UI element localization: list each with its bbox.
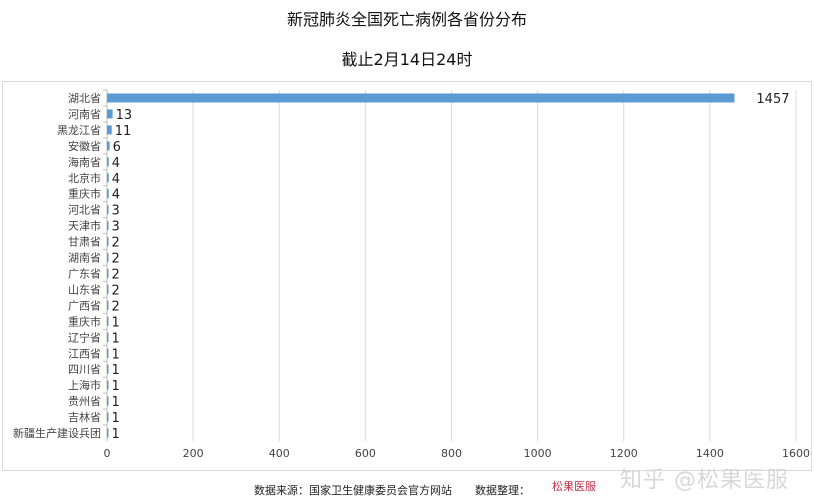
- bar: [107, 93, 735, 103]
- bar: [107, 205, 109, 215]
- y-tick-label: 安徽省: [68, 139, 101, 153]
- data-label: 3: [112, 220, 120, 235]
- data-label: 1: [112, 363, 120, 378]
- x-tick-label: 400: [269, 447, 290, 460]
- x-tick-label: 1200: [610, 447, 638, 460]
- x-tick-label: 1000: [524, 447, 552, 460]
- bar: [107, 189, 109, 199]
- y-tick-label: 海南省: [68, 155, 101, 169]
- bar: [107, 412, 109, 422]
- data-label: 1: [112, 347, 120, 362]
- y-tick-label: 重庆市: [68, 187, 101, 201]
- y-tick-label: 河南省: [68, 108, 101, 121]
- data-label: 3: [112, 204, 120, 219]
- y-tick-label: 四川省: [68, 363, 101, 376]
- data-label: 2: [112, 252, 120, 267]
- bar: [107, 380, 109, 390]
- bar: [107, 157, 109, 167]
- y-tick-label: 广东省: [68, 267, 101, 280]
- y-tick-label: 天津市: [68, 219, 101, 233]
- logo: 松果医服: [552, 480, 596, 493]
- y-tick-label: 新疆生产建设兵团: [13, 426, 101, 440]
- data-label: 2: [112, 267, 120, 282]
- data-source: 数据来源：国家卫生健康委员会官方网站: [254, 484, 452, 497]
- bar: [107, 428, 109, 438]
- y-tick-label: 黑龙江省: [57, 124, 101, 137]
- data-label: 4: [112, 188, 120, 203]
- bar: [107, 348, 109, 358]
- bar: [107, 109, 113, 119]
- y-tick-label: 江西省: [68, 347, 101, 360]
- data-label: 1: [112, 331, 120, 346]
- bar: [107, 364, 109, 374]
- y-tick-label: 贵州省: [68, 395, 101, 408]
- bar: [107, 396, 109, 406]
- data-label: 1: [112, 395, 120, 410]
- y-tick-label: 山东省: [68, 283, 101, 296]
- y-tick-label: 上海市: [68, 378, 101, 392]
- y-tick-label: 北京市: [68, 171, 101, 185]
- y-tick-label: 湖北省: [68, 92, 101, 105]
- data-label: 1457: [756, 92, 789, 107]
- bar: [107, 332, 109, 342]
- data-label: 1: [112, 315, 120, 330]
- data-compiled-label: 数据整理：: [475, 484, 530, 497]
- y-tick-label: 河北省: [68, 204, 101, 217]
- data-label: 2: [112, 299, 120, 314]
- x-tick-label: 0: [104, 447, 111, 460]
- x-tick-label: 1600: [782, 447, 810, 460]
- x-tick-label: 200: [183, 447, 204, 460]
- data-label: 2: [112, 236, 120, 251]
- bar: [107, 253, 109, 263]
- data-label: 4: [112, 156, 120, 171]
- y-tick-label: 广西省: [68, 299, 101, 312]
- chart-subtitle: 截止2月14日24时: [341, 50, 473, 69]
- bar: [107, 268, 109, 278]
- data-label: 11: [115, 124, 132, 139]
- bar: [107, 284, 109, 294]
- x-tick-label: 600: [355, 447, 376, 460]
- bar: [107, 141, 110, 151]
- data-label: 1: [112, 379, 120, 394]
- bar: [107, 300, 109, 310]
- data-label: 13: [116, 108, 133, 123]
- y-tick-label: 甘肃省: [68, 236, 101, 249]
- bar: [107, 125, 112, 135]
- x-tick-label: 1400: [696, 447, 724, 460]
- chart-title: 新冠肺炎全国死亡病例各省份分布: [286, 10, 527, 29]
- bar: [107, 237, 109, 247]
- data-label: 1: [112, 427, 120, 442]
- y-tick-label: 吉林省: [68, 410, 101, 424]
- bar: [107, 316, 109, 326]
- data-label: 6: [113, 140, 121, 155]
- x-tick-label: 800: [441, 447, 462, 460]
- data-label: 4: [112, 172, 120, 187]
- y-tick-label: 湖南省: [68, 252, 101, 265]
- bar: [107, 173, 109, 183]
- data-label: 2: [112, 283, 120, 298]
- y-tick-label: 重庆市: [68, 314, 101, 328]
- bar: [107, 221, 109, 231]
- watermark: 知乎 @松果医服: [620, 468, 789, 493]
- data-label: 1: [112, 411, 120, 426]
- y-tick-label: 辽宁省: [68, 330, 101, 344]
- chart-frame: [2, 81, 812, 471]
